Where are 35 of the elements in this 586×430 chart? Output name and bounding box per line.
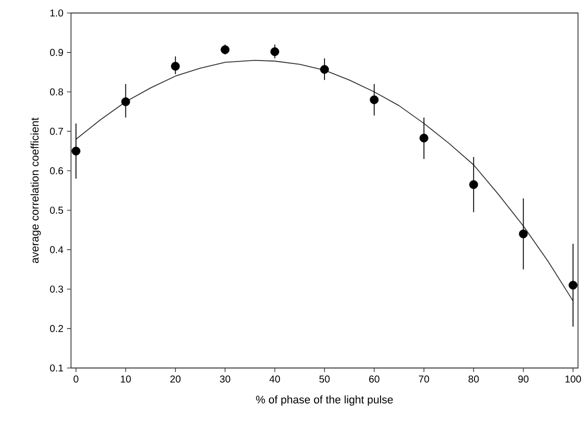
point (469, 180, 478, 189)
point (72, 146, 80, 156)
x-tick-label: 30 (220, 376, 230, 383)
x-tick-label: 60 (369, 376, 380, 383)
point (170, 62, 180, 71)
point (518, 229, 528, 238)
y-tick-label: 0.2 (50, 325, 63, 332)
y-tick-label: 0.9 (50, 48, 64, 56)
point (270, 47, 280, 56)
point (568, 280, 578, 290)
y-axis-title: average correlation coefficient (30, 118, 41, 264)
x-tick-label: 90 (518, 376, 528, 383)
x-axis-title: % of phase of the light pulse (256, 395, 393, 406)
y-tick-label: 1.0 (50, 9, 64, 17)
point (420, 134, 428, 142)
point (121, 97, 130, 106)
x-tick-label: 10 (120, 376, 131, 383)
point (320, 65, 329, 74)
y-tick-label: 0.8 (50, 88, 64, 96)
x-tick-label: 40 (269, 376, 280, 383)
y-tick-label: 0.4 (50, 246, 64, 254)
y-tick-label: 0.7 (50, 128, 63, 135)
y-tick-label: 0.6 (50, 167, 64, 174)
x-tick-label: 20 (170, 376, 181, 383)
x-tick-label: 100 (565, 376, 581, 383)
x-tick-label: 0 (74, 376, 78, 383)
line-series (76, 60, 574, 302)
y-tick-label: 0.5 (50, 206, 64, 214)
x-tick-label: 50 (319, 376, 330, 383)
y-tick-label: 0.1 (50, 364, 64, 372)
y-tick-label: 0.3 (50, 286, 64, 293)
point (370, 95, 379, 104)
point (220, 45, 230, 54)
x-tick-label: 70 (418, 376, 430, 383)
x-tick-label: 80 (468, 376, 479, 383)
